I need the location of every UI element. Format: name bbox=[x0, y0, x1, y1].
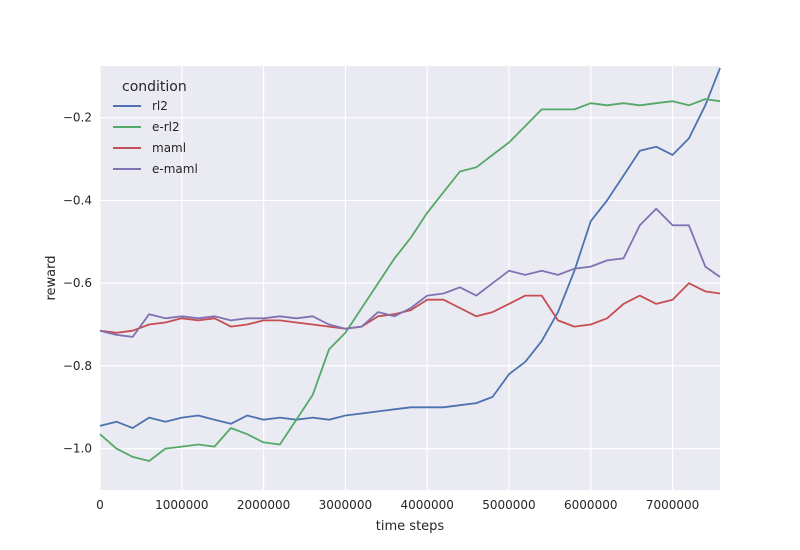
legend-title: condition bbox=[122, 79, 187, 95]
y-tick-label: −0.2 bbox=[63, 111, 92, 125]
series-lines bbox=[99, 67, 721, 462]
x-tick-label: 4000000 bbox=[400, 498, 453, 512]
x-tick-label: 1000000 bbox=[155, 498, 208, 512]
series-line-e-maml bbox=[99, 207, 721, 338]
y-tick-label: −0.6 bbox=[63, 276, 92, 290]
y-tick-label: −0.8 bbox=[63, 359, 92, 373]
x-tick-labels: 0 1000000 2000000 3000000 4000000 5000000 6000… bbox=[96, 498, 699, 512]
y-tick-label: −1.0 bbox=[63, 442, 92, 456]
x-tick-label: 5000000 bbox=[482, 498, 535, 512]
legend-items: rl2 e-rl2 maml e-maml bbox=[113, 99, 198, 176]
legend-label-maml: maml bbox=[152, 141, 186, 155]
series-line-e-rl2 bbox=[99, 98, 721, 462]
series-line-maml bbox=[99, 282, 721, 334]
x-tick-label: 0 bbox=[96, 498, 104, 512]
x-axis-label: time steps bbox=[376, 519, 445, 534]
x-tick-label: 6000000 bbox=[564, 498, 617, 512]
y-tick-label: −0.4 bbox=[63, 193, 92, 207]
legend-label-e-rl2: e-rl2 bbox=[152, 120, 180, 134]
grid bbox=[99, 66, 720, 490]
y-tick-labels: −1.0 −0.8 −0.6 −0.4 −0.2 bbox=[63, 111, 92, 456]
legend: condition rl2 e-rl2 maml e-maml bbox=[113, 79, 198, 176]
legend-label-rl2: rl2 bbox=[152, 99, 168, 113]
series-line-rl2 bbox=[99, 67, 721, 429]
x-tick-label: 2000000 bbox=[237, 498, 290, 512]
x-tick-label: 3000000 bbox=[319, 498, 372, 512]
x-tick-label: 7000000 bbox=[646, 498, 699, 512]
plot-background bbox=[100, 66, 720, 490]
y-axis-label: reward bbox=[44, 255, 59, 300]
legend-label-e-maml: e-maml bbox=[152, 162, 198, 176]
